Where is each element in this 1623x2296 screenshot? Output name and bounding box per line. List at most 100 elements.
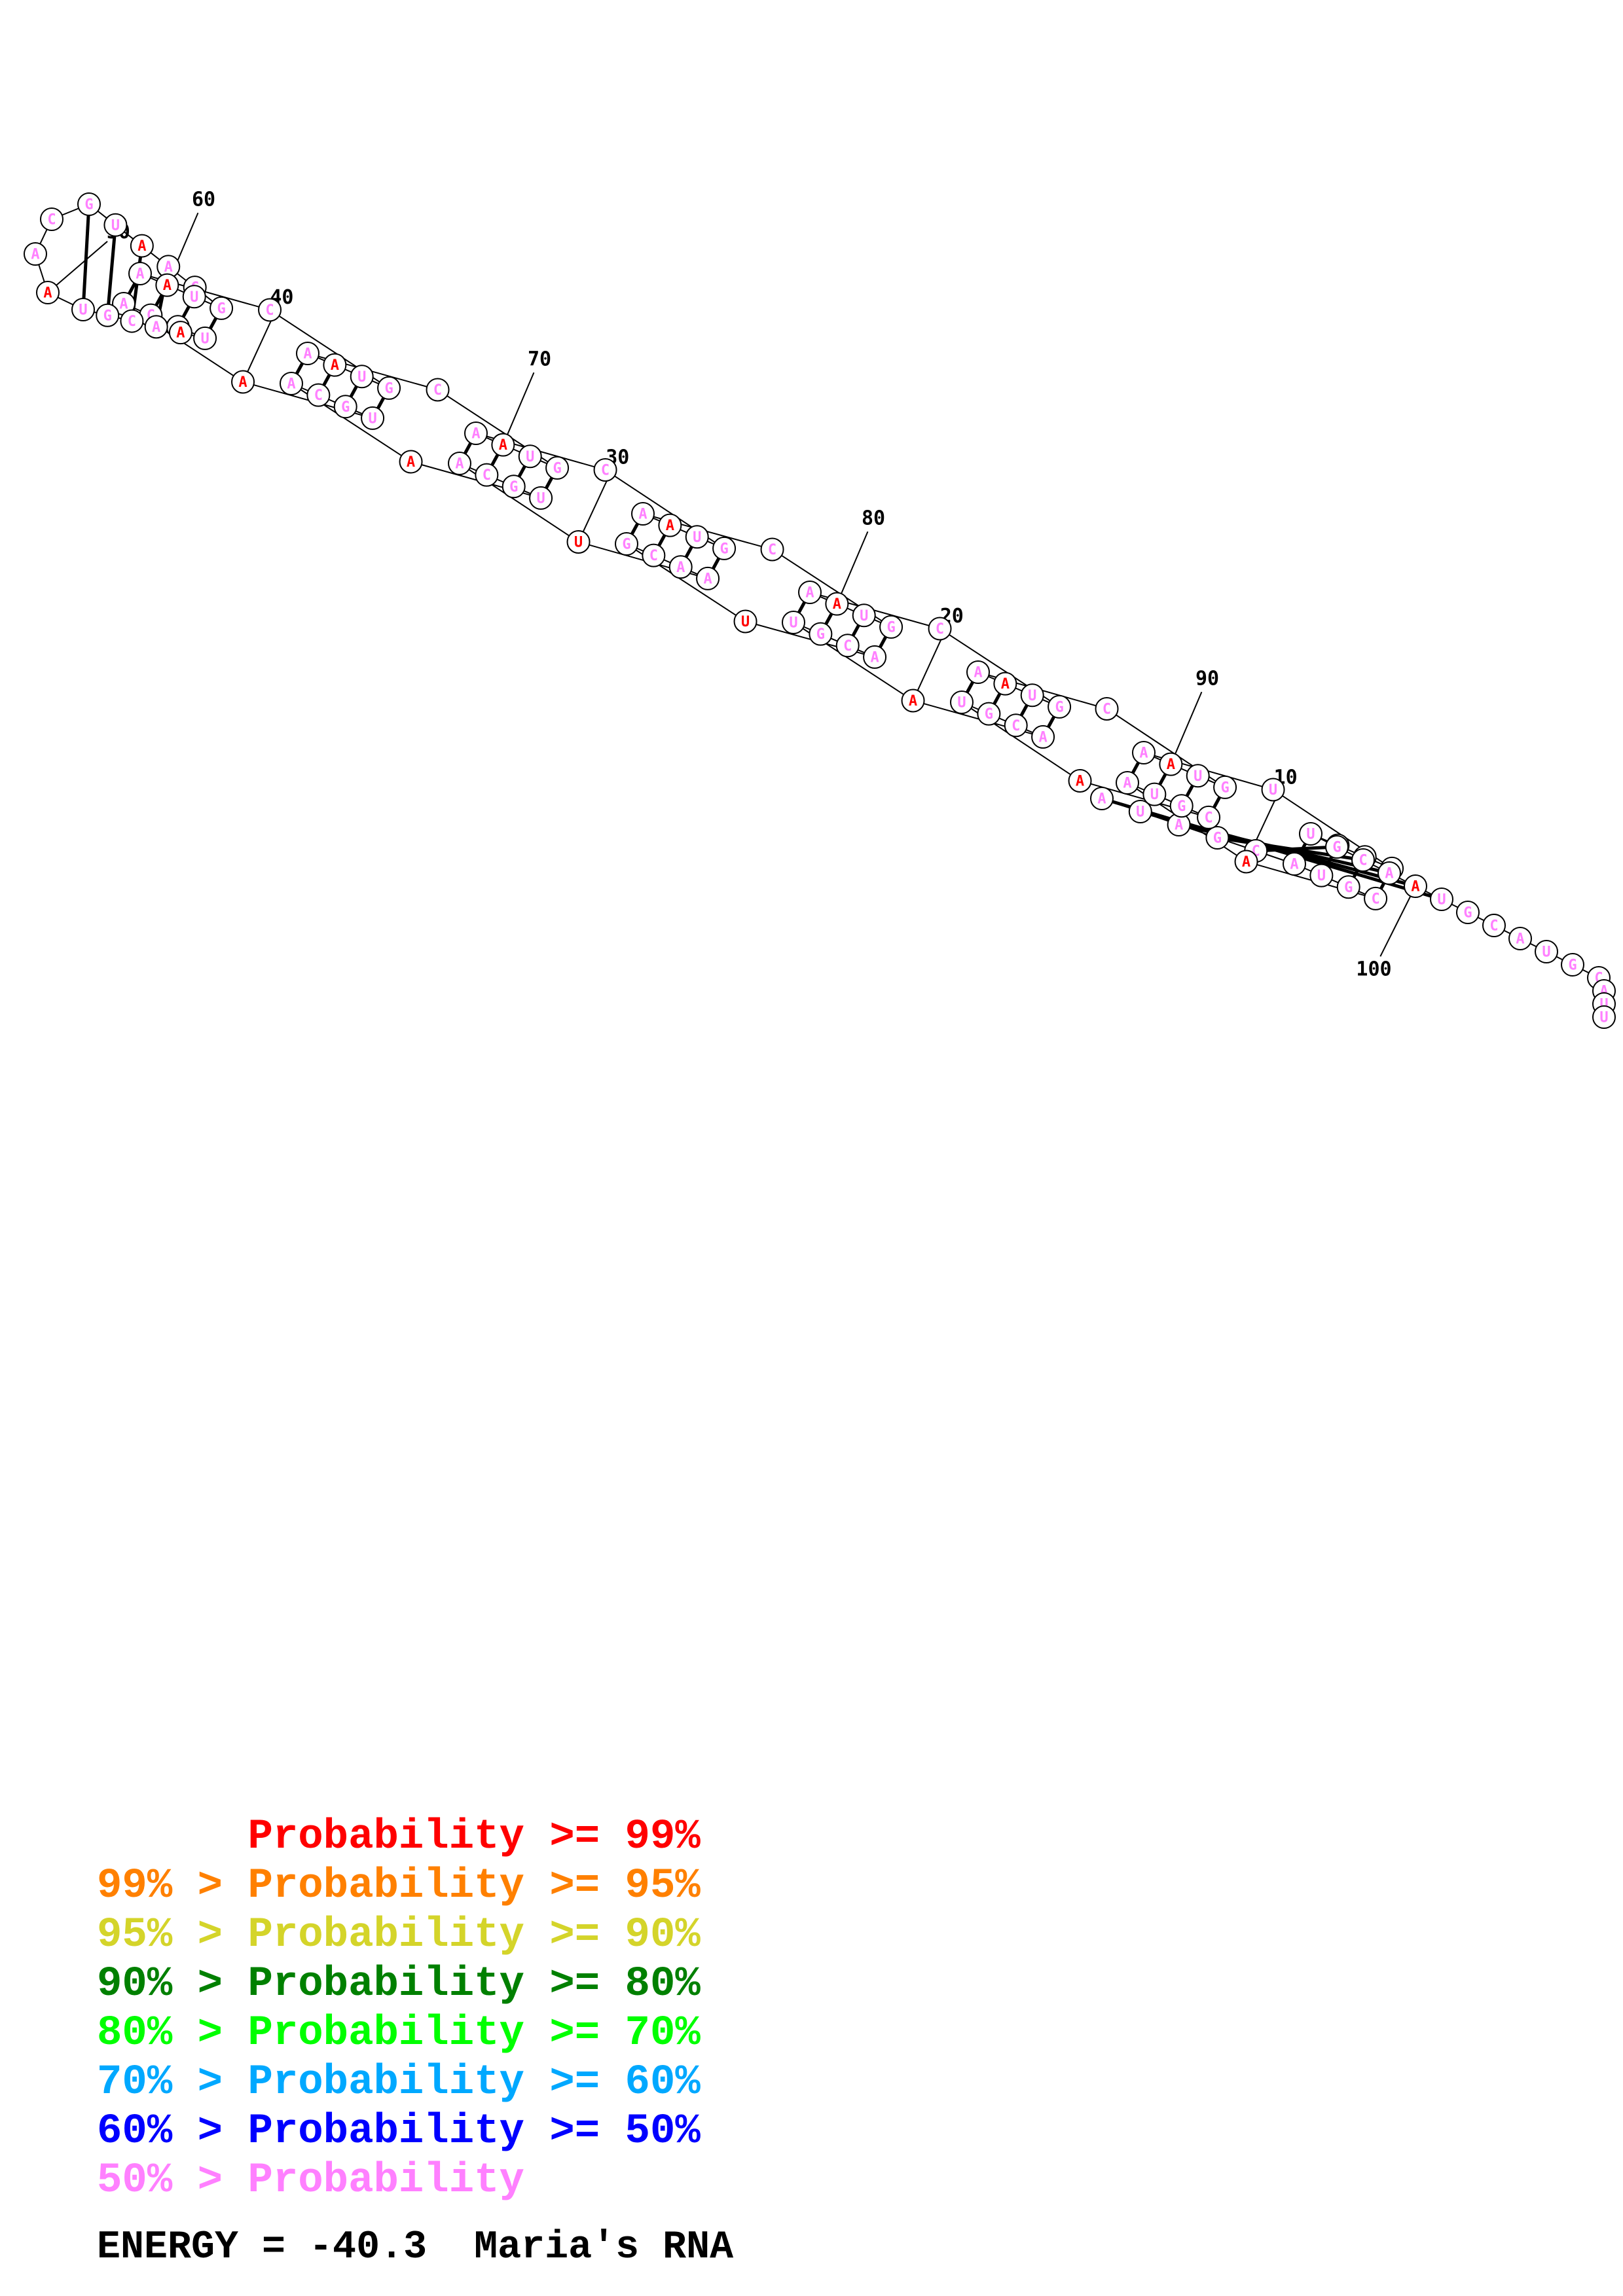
- nucleotide-letter: C: [601, 462, 610, 478]
- base-pair-bond: [489, 452, 500, 468]
- nucleotide-circle: [685, 525, 709, 549]
- nucleotide-letter: A: [974, 665, 982, 681]
- nucleotide: A: [1234, 850, 1258, 874]
- base-pair-bond: [823, 611, 834, 627]
- base-pair-bond: [991, 691, 1002, 707]
- nucleotide-letter: A: [471, 426, 480, 442]
- nucleotide-letter: A: [1001, 676, 1010, 692]
- nucleotide-circle: [825, 592, 849, 616]
- nucleotide-letter: A: [909, 693, 917, 709]
- nucleotide-letter: G: [341, 399, 350, 416]
- position-label: 90: [1195, 668, 1219, 691]
- nucleotide-letter: C: [1204, 810, 1213, 826]
- nucleotide-letter: G: [1213, 831, 1222, 847]
- nucleotide-circle: [464, 422, 488, 445]
- nucleotide-circle: [96, 303, 120, 327]
- base-pair-bond: [543, 475, 555, 491]
- nucleotide-circle: [712, 536, 737, 560]
- nucleotide: A: [1508, 927, 1532, 950]
- nucleotide-letter: A: [303, 346, 312, 363]
- nucleotide-circle: [475, 463, 499, 487]
- nucleotide-circle: [71, 298, 95, 321]
- nucleotide-letter: U: [860, 608, 868, 624]
- nucleotide-circle: [40, 207, 64, 231]
- nucleotide-letter: U: [1028, 688, 1036, 704]
- nucleotide-letter: G: [1177, 798, 1186, 815]
- base-pair-bond: [126, 281, 137, 296]
- nucleotide: G: [1336, 875, 1360, 899]
- nucleotide-letter: C: [433, 382, 442, 399]
- nucleotide-letter: G: [217, 300, 225, 317]
- nucleotide: A: [966, 660, 990, 684]
- nucleotide: A: [1132, 741, 1156, 764]
- nucleotide-letter: U: [693, 529, 701, 546]
- nucleotide: G: [712, 536, 737, 560]
- nucleotide: U: [1535, 940, 1558, 963]
- base-pair-bond: [877, 634, 888, 650]
- nucleotide: A: [155, 273, 179, 297]
- nucleotide-letter: U: [1437, 892, 1446, 908]
- nucleotide: G: [333, 395, 357, 419]
- nucleotide-letter: A: [137, 238, 146, 255]
- nucleotide-circle: [928, 617, 952, 641]
- nucleotide: G: [77, 192, 101, 216]
- nucleotide-letter: A: [499, 437, 507, 454]
- nucleotide: A: [296, 342, 319, 365]
- nucleotide: G: [210, 296, 234, 320]
- nucleotide-circle: [1186, 764, 1210, 788]
- nucleotide-circle: [103, 213, 128, 237]
- nucleotide: G: [96, 303, 120, 327]
- nucleotide: A: [901, 689, 925, 713]
- nucleotide: C: [1197, 805, 1221, 829]
- nucleotide: U: [1142, 782, 1167, 806]
- energy-and-title: ENERGY = -40.3 Maria's RNA: [97, 2225, 733, 2270]
- nucleotide-circle: [901, 689, 925, 713]
- nucleotide: A: [448, 452, 471, 475]
- base-pair-bond: [796, 600, 807, 615]
- nucleotide-circle: [1068, 768, 1092, 793]
- nucleotide-letter: U: [111, 217, 120, 234]
- nucleotide: U: [518, 444, 542, 469]
- nucleotide-circle: [168, 321, 192, 345]
- nucleotide-circle: [668, 555, 693, 579]
- nucleotide-circle: [1197, 805, 1221, 829]
- base-pair-bond: [964, 679, 976, 695]
- nucleotide: A: [1404, 874, 1427, 898]
- nucleotide-circle: [977, 702, 1001, 726]
- nucleotide: A: [1090, 787, 1114, 810]
- legend-row: 99% > Probability >= 95%: [97, 1863, 701, 1910]
- nucleotide: A: [825, 592, 849, 616]
- nucleotide-circle: [1283, 852, 1306, 876]
- nucleotide-circle: [130, 234, 154, 258]
- nucleotide: A: [863, 645, 887, 669]
- legend-row: 50% > Probability: [97, 2157, 524, 2204]
- nucleotide-circle: [323, 353, 347, 377]
- nucleotide-letter: C: [1012, 718, 1020, 734]
- position-label: 100: [1356, 958, 1391, 981]
- nucleotide-circle: [696, 566, 720, 590]
- nucleotide: U: [782, 611, 805, 634]
- nucleotide-letter: U: [526, 449, 534, 465]
- nucleotide-letter: A: [676, 560, 685, 576]
- base-pair-bond: [181, 304, 192, 320]
- nucleotide-circle: [1004, 713, 1028, 738]
- nucleotide: G: [1561, 953, 1584, 977]
- base-pair-bond: [1265, 846, 1328, 852]
- nucleotide: A: [130, 234, 154, 258]
- nucleotide: G: [545, 456, 570, 480]
- nucleotide: C: [1351, 848, 1375, 872]
- nucleotide-letter: A: [163, 278, 172, 294]
- nucleotide-letter: A: [43, 285, 52, 302]
- nucleotide-circle: [593, 457, 617, 482]
- nucleotide-letter: G: [1220, 780, 1229, 796]
- nucleotide-circle: [545, 456, 570, 480]
- nucleotide-circle: [182, 285, 206, 309]
- position-label: 60: [192, 188, 215, 211]
- nucleotide: U: [193, 326, 217, 350]
- nucleotide-letter: U: [536, 490, 545, 507]
- nucleotide-letter: U: [574, 534, 583, 550]
- nucleotide-letter: G: [1055, 699, 1063, 715]
- nucleotide-letter: A: [31, 247, 39, 263]
- nucleotide: C: [40, 207, 64, 231]
